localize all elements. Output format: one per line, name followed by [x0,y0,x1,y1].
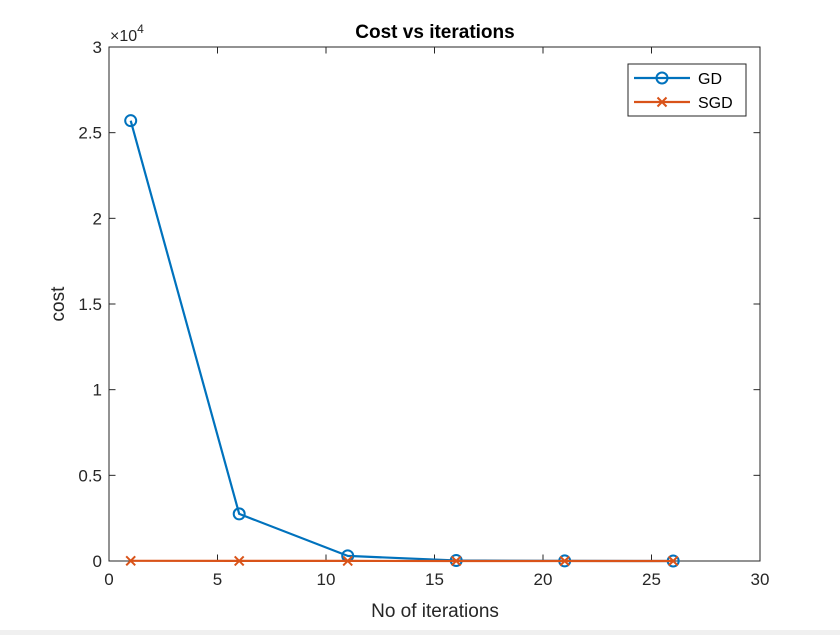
y-tick-label: 0.5 [78,466,102,485]
x-tick-label: 30 [751,570,770,589]
y-multiplier-base: ×10 [110,28,137,45]
y-tick-label: 3 [93,38,102,57]
y-axis-multiplier: ×104 [110,22,144,45]
x-tick-label: 20 [534,570,553,589]
x-tick-label: 0 [104,570,113,589]
y-axis-label: cost [48,286,69,322]
x-tick-label: 25 [642,570,661,589]
chart-title: Cost vs iterations [355,22,514,43]
x-axis-label: No of iterations [371,601,499,622]
y-tick-label: 0 [93,552,102,571]
y-tick-label: 2 [93,209,102,228]
legend-label-sgd: SGD [698,95,733,112]
legend: GD SGD [628,64,746,116]
x-tick-label: 15 [425,570,444,589]
x-tick-label: 5 [213,570,222,589]
plot-area [109,47,760,561]
x-tick-label: 10 [317,570,336,589]
y-tick-label: 1 [93,381,102,400]
y-tick-label: 1.5 [78,295,102,314]
legend-label-gd: GD [698,71,722,88]
y-multiplier-exponent: 4 [137,22,144,36]
y-tick-label: 2.5 [78,124,102,143]
